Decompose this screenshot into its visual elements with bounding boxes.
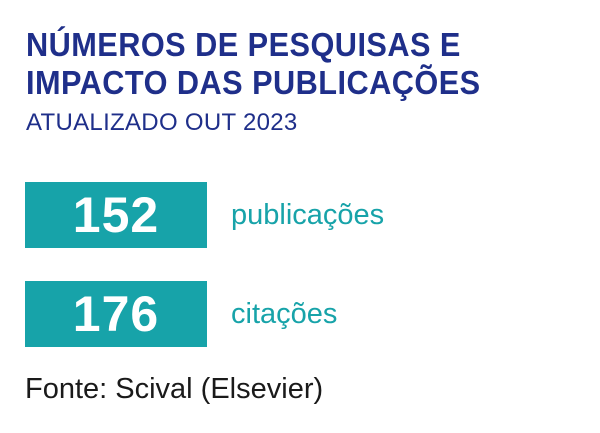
update-date-subtitle: ATUALIZADO OUT 2023: [26, 109, 298, 136]
source-note: Fonte: Scival (Elsevier): [25, 373, 324, 405]
stat-publications: 152 publicações: [25, 182, 585, 248]
publications-label: publicações: [231, 199, 385, 231]
citations-label: citações: [231, 298, 338, 330]
page-title: NÚMEROS DE PESQUISAS E IMPACTO DAS PUBLI…: [26, 26, 481, 102]
title-line-1: NÚMEROS DE PESQUISAS E: [26, 26, 461, 63]
stat-citations: 176 citações: [25, 281, 585, 347]
publications-count: 152: [25, 182, 207, 248]
title-line-2: IMPACTO DAS PUBLICAÇÕES: [26, 64, 481, 101]
citations-count: 176: [25, 281, 207, 347]
